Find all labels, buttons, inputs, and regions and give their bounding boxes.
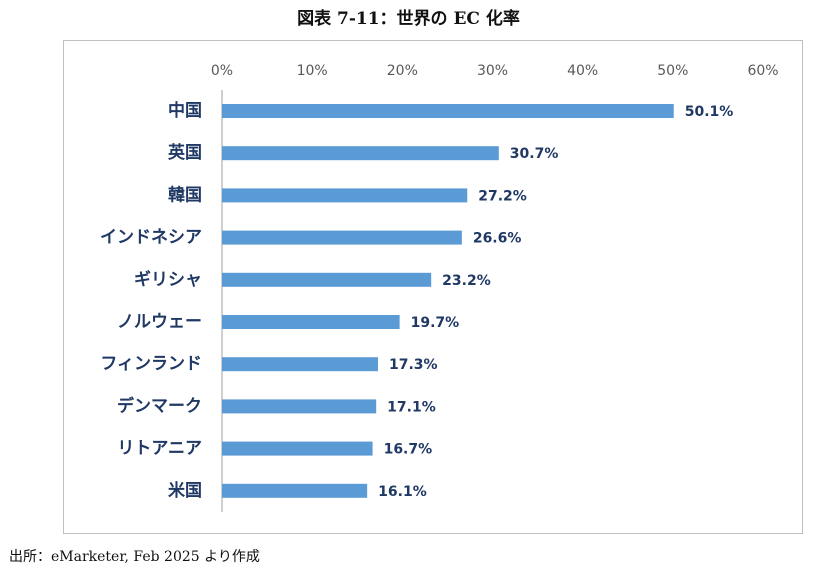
category-label: フィンランド: [100, 354, 202, 374]
category-label: 韓国: [168, 184, 202, 205]
category-label: ギリシャ: [134, 270, 202, 290]
category-label: 中国: [168, 100, 202, 121]
data-label: 26.6%: [473, 231, 522, 247]
x-axis-ticks: 0% 10% 20% 30% 40% 50% 60%: [211, 63, 779, 79]
data-labels: 50.1% 30.7% 27.2% 26.6% 23.2% 19.7% 17.3% 17.1%…: [378, 104, 733, 500]
data-label: 23.2%: [442, 273, 491, 289]
bar: [222, 104, 674, 118]
data-label: 30.7%: [510, 146, 559, 162]
data-label: 19.7%: [411, 315, 460, 331]
figure-title: 図表 7-11：世界の EC 化率: [297, 9, 520, 29]
x-tick-label: 0%: [211, 63, 233, 79]
chart-frame: [63, 40, 803, 534]
category-label: インドネシア: [100, 228, 202, 248]
category-label: リトアニア: [117, 439, 202, 459]
bar: [222, 399, 377, 414]
data-label: 16.7%: [384, 442, 433, 458]
bars: [222, 104, 674, 498]
category-label: デンマーク: [117, 395, 202, 416]
x-tick-label: 60%: [747, 63, 778, 79]
bar: [222, 188, 468, 203]
x-tick-label: 40%: [567, 63, 598, 79]
bar: [222, 483, 368, 498]
data-label: 17.3%: [389, 357, 438, 373]
data-label: 16.1%: [378, 484, 427, 500]
x-tick-label: 30%: [477, 63, 508, 79]
bar: [222, 315, 400, 329]
source-note: 出所：eMarketer, Feb 2025 より作成: [9, 549, 260, 565]
data-label: 50.1%: [685, 104, 734, 120]
bar: [222, 357, 378, 372]
bar: [222, 441, 373, 456]
data-label: 17.1%: [387, 399, 436, 415]
bar: [222, 146, 499, 161]
bar: [222, 272, 432, 287]
data-label: 27.2%: [478, 188, 527, 204]
x-tick-label: 20%: [387, 63, 418, 79]
bar-chart: 0% 10% 20% 30% 40% 50% 60% 中国英国韓国インドネシアギリシャノルウ…: [100, 63, 779, 512]
x-tick-label: 50%: [657, 63, 688, 79]
category-label: ノルウェー: [117, 312, 202, 332]
category-label: 米国: [168, 480, 202, 501]
category-label: 英国: [168, 142, 202, 163]
x-tick-label: 10%: [297, 63, 328, 79]
bar: [222, 230, 462, 245]
